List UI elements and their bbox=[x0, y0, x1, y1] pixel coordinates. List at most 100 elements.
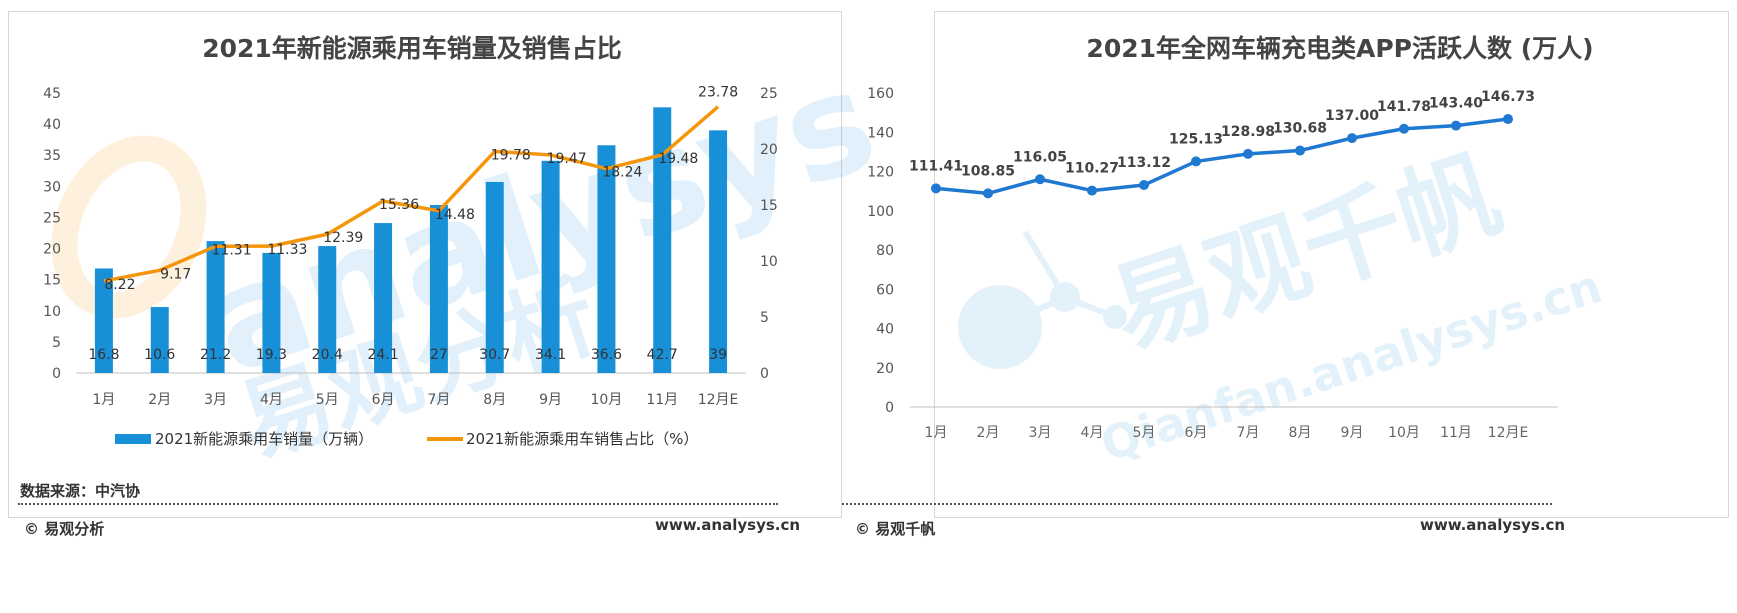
left-y-tick-label: 0 bbox=[52, 366, 61, 382]
point-data-label: 113.12 bbox=[1117, 155, 1171, 171]
footer-divider-left bbox=[18, 503, 778, 505]
legend-bar-swatch bbox=[115, 434, 151, 444]
y-tick-label: 140 bbox=[867, 125, 894, 141]
x-tick-label: 9月 bbox=[1341, 425, 1364, 441]
bar-data-label: 19.3 bbox=[256, 347, 287, 363]
sales-bar bbox=[429, 205, 448, 373]
url-right[interactable]: www.analysys.cn bbox=[1420, 516, 1566, 534]
data-source: 数据来源：中汽协 bbox=[20, 482, 141, 500]
right-watermark: 易观千帆 Qianfan.analysys.cn bbox=[958, 135, 1608, 472]
bar-data-label: 16.8 bbox=[88, 347, 119, 363]
x-tick-label: 10月 bbox=[591, 392, 623, 408]
x-tick-label: 8月 bbox=[483, 392, 506, 408]
right-y-tick-label: 15 bbox=[760, 198, 778, 214]
y-tick-label: 100 bbox=[867, 204, 894, 220]
x-tick-label: 4月 bbox=[1081, 425, 1104, 441]
active-users-point bbox=[1503, 114, 1513, 125]
line-data-label: 9.17 bbox=[160, 266, 191, 282]
left-chart-title: 2021年新能源乘用车销量及销售占比 bbox=[202, 34, 622, 63]
point-data-label: 130.68 bbox=[1273, 121, 1327, 137]
active-users-point bbox=[1035, 174, 1045, 185]
active-users-point bbox=[1087, 185, 1097, 196]
sales-bar bbox=[206, 241, 225, 373]
url-left[interactable]: www.analysys.cn bbox=[655, 516, 801, 534]
line-data-label: 11.31 bbox=[212, 242, 252, 258]
active-users-point bbox=[1139, 180, 1149, 191]
right-chart-title: 2021年全网车辆充电类APP活跃人数 (万人) bbox=[1086, 34, 1593, 63]
legend-line-label: 2021新能源乘用车销售占比（%） bbox=[466, 430, 698, 448]
bar-data-label: 39 bbox=[709, 347, 727, 363]
right-y-tick-label: 20 bbox=[760, 142, 778, 158]
point-data-label: 110.27 bbox=[1065, 161, 1119, 177]
line-data-label: 15.36 bbox=[379, 197, 419, 213]
point-data-label: 128.98 bbox=[1221, 124, 1275, 140]
line-data-label: 11.33 bbox=[267, 242, 307, 258]
right-y-tick-label: 0 bbox=[760, 366, 769, 382]
point-data-label: 146.73 bbox=[1481, 89, 1535, 105]
active-users-point bbox=[931, 183, 941, 194]
x-tick-label: 3月 bbox=[1029, 425, 1052, 441]
y-tick-label: 40 bbox=[876, 322, 894, 338]
share-line bbox=[103, 105, 720, 283]
line-data-label: 12.39 bbox=[323, 230, 363, 246]
x-tick-label: 10月 bbox=[1388, 425, 1420, 441]
left-y-tick-label: 45 bbox=[43, 86, 61, 102]
x-tick-label: 11月 bbox=[1440, 425, 1472, 441]
bar-data-label: 34.1 bbox=[535, 347, 566, 363]
line-data-label: 19.47 bbox=[547, 151, 587, 167]
bar-data-label: 42.7 bbox=[647, 347, 678, 363]
x-tick-label: 5月 bbox=[316, 392, 339, 408]
sales-bar bbox=[653, 107, 672, 374]
x-tick-label: 12月E bbox=[698, 392, 739, 408]
left-y-tick-label: 30 bbox=[43, 179, 61, 195]
bar-data-label: 20.4 bbox=[312, 347, 343, 363]
x-tick-label: 1月 bbox=[92, 392, 115, 408]
right-chart-panel: 易观千帆 Qianfan.analysys.cn 2021年全网车辆充电类APP… bbox=[867, 11, 1729, 518]
line-data-label: 14.48 bbox=[435, 207, 475, 223]
y-tick-label: 80 bbox=[876, 243, 894, 259]
left-y-tick-label: 25 bbox=[43, 210, 61, 226]
x-tick-label: 3月 bbox=[204, 392, 227, 408]
x-tick-label: 7月 bbox=[427, 392, 450, 408]
sales-chart-svg: analysys 易观分析 2021年新能源乘用车销量及销售占比 0510152… bbox=[43, 34, 893, 478]
left-chart-panel: analysys 易观分析 2021年新能源乘用车销量及销售占比 0 5 10 15 2… bbox=[8, 11, 894, 518]
bar-data-label: 21.2 bbox=[200, 347, 231, 363]
y-tick-label: 120 bbox=[867, 165, 894, 181]
active-users-point bbox=[1451, 120, 1461, 131]
app-users-chart-svg: 易观千帆 Qianfan.analysys.cn 2021年全网车辆充电类APP… bbox=[867, 34, 1608, 472]
sales-bar bbox=[485, 181, 504, 373]
line-data-label: 23.78 bbox=[698, 85, 738, 101]
active-users-line bbox=[935, 117, 1509, 196]
active-users-point bbox=[1243, 148, 1253, 159]
x-tick-label: 7月 bbox=[1237, 425, 1260, 441]
left-y-tick-label: 20 bbox=[43, 242, 61, 258]
x-tick-label: 11月 bbox=[646, 392, 678, 408]
point-data-label: 137.00 bbox=[1325, 108, 1379, 124]
sales-bar bbox=[374, 223, 393, 373]
point-data-label: 108.85 bbox=[961, 163, 1015, 179]
bar-data-label: 24.1 bbox=[367, 347, 398, 363]
y-tick-label: 20 bbox=[876, 361, 894, 377]
left-y-tick-label: 15 bbox=[43, 273, 61, 289]
x-tick-label: 8月 bbox=[1289, 425, 1312, 441]
active-users-point bbox=[1191, 156, 1201, 167]
line-data-label: 8.22 bbox=[104, 277, 135, 293]
bar-data-label: 27 bbox=[430, 347, 448, 363]
left-y-tick-label: 10 bbox=[43, 304, 61, 320]
left-y-tick-label: 35 bbox=[43, 148, 61, 164]
x-tick-label: 2月 bbox=[148, 392, 171, 408]
sales-bar bbox=[262, 252, 281, 373]
sales-bar bbox=[597, 145, 616, 373]
x-tick-label: 2月 bbox=[977, 425, 1000, 441]
bar-data-label: 30.7 bbox=[479, 347, 510, 363]
sales-bar bbox=[709, 130, 728, 373]
left-y-tick-label: 40 bbox=[43, 117, 61, 133]
active-users-point bbox=[1399, 123, 1409, 134]
x-tick-label: 12月E bbox=[1488, 425, 1529, 441]
copyright-left: © 易观分析 bbox=[24, 520, 105, 538]
right-y-tick-label: 10 bbox=[760, 254, 778, 270]
x-tick-label: 1月 bbox=[925, 425, 948, 441]
left-y-tick-label: 5 bbox=[52, 335, 61, 351]
legend-bar-label: 2021新能源乘用车销量（万辆） bbox=[155, 430, 373, 448]
line-data-label: 18.24 bbox=[602, 165, 642, 181]
